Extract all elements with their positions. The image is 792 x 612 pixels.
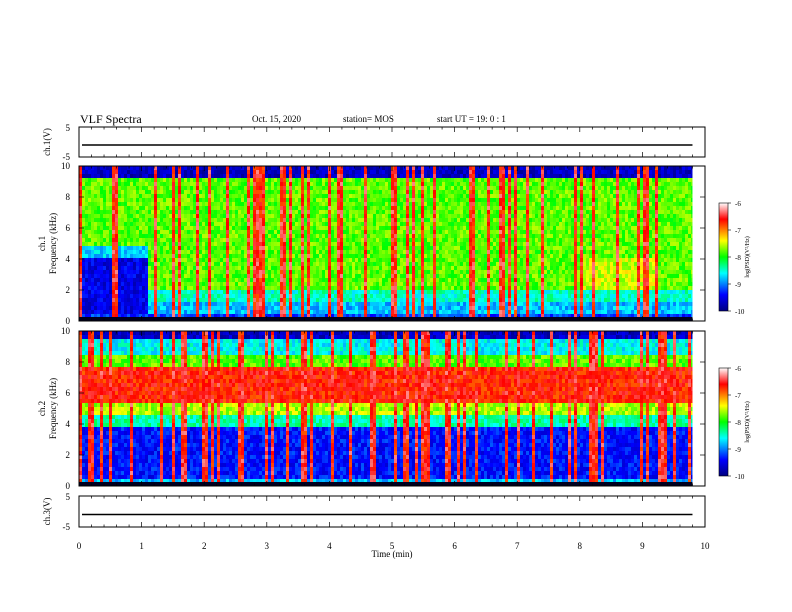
y-tick-label: 4 bbox=[66, 419, 71, 429]
x-tick-label: 6 bbox=[452, 541, 457, 551]
y-tick-label: 8 bbox=[66, 192, 71, 202]
colorbar-tick-label: -6 bbox=[735, 365, 741, 373]
x-tick-label: 3 bbox=[265, 541, 270, 551]
colorbar-tick-label: -7 bbox=[735, 392, 741, 400]
colorbar-tick-label: -8 bbox=[735, 254, 741, 262]
start-time-label: start UT = 19: 0 : 1 bbox=[437, 114, 506, 124]
colorbar-tick-label: -10 bbox=[735, 473, 745, 481]
y-tick-label: 10 bbox=[61, 161, 71, 171]
colorbar-label: log(PSD)(V²/Hz) bbox=[744, 236, 751, 277]
colorbar-tick-label: -9 bbox=[735, 446, 741, 454]
y-tick-label: 0 bbox=[66, 481, 71, 491]
colorbar-label: log(PSD)(V²/Hz) bbox=[744, 401, 751, 442]
colorbar-tick-label: -10 bbox=[735, 308, 745, 316]
x-tick-label: 0 bbox=[77, 541, 82, 551]
y-axis-label: ch.1(V) bbox=[42, 128, 52, 156]
y-tick-label: -5 bbox=[63, 152, 71, 162]
y-tick-label: 0 bbox=[66, 316, 71, 326]
x-tick-label: 1 bbox=[139, 541, 144, 551]
station-label: station= MOS bbox=[343, 114, 394, 124]
ch2-spectrogram-panel bbox=[79, 331, 705, 486]
y-tick-label: 5 bbox=[66, 492, 71, 502]
x-tick-label: 7 bbox=[515, 541, 520, 551]
x-tick-label: 8 bbox=[578, 541, 583, 551]
x-tick-label: 10 bbox=[701, 541, 711, 551]
y-tick-label: 5 bbox=[66, 123, 71, 133]
x-tick-label: 9 bbox=[640, 541, 645, 551]
colorbar-tick-label: -9 bbox=[735, 281, 741, 289]
y-tick-label: 2 bbox=[66, 285, 71, 295]
y-axis-label: ch.2 bbox=[37, 401, 47, 416]
x-tick-label: 4 bbox=[327, 541, 332, 551]
y-tick-label: 2 bbox=[66, 450, 71, 460]
colorbar-tick-label: -6 bbox=[735, 200, 741, 208]
colorbar-ch2 bbox=[718, 367, 729, 477]
chart-title: VLF Spectra bbox=[80, 112, 142, 126]
colorbar-ticks: -6 -7 -8 -9 -10 log(PSD)(V²/Hz) -6 -7 -8 -9 -10 log… bbox=[728, 200, 751, 481]
date-label: Oct. 15, 2020 bbox=[252, 114, 301, 124]
y-tick-label: 10 bbox=[61, 326, 71, 336]
y-axis-label: ch.3(V) bbox=[42, 498, 52, 526]
y-tick-label: -5 bbox=[63, 522, 71, 532]
colorbar-ch1 bbox=[718, 202, 729, 312]
y-tick-label: 6 bbox=[66, 388, 71, 398]
y-axis-label: Frequency (kHz) bbox=[48, 213, 58, 274]
y-axis-label: Frequency (kHz) bbox=[48, 378, 58, 439]
y-tick-label: 4 bbox=[66, 254, 71, 264]
x-tick-label: 5 bbox=[390, 541, 395, 551]
colorbar-tick-label: -8 bbox=[735, 419, 741, 427]
colorbar-tick-label: -7 bbox=[735, 227, 741, 235]
x-axis-label: Time (min) bbox=[372, 549, 413, 559]
y-tick-label: 6 bbox=[66, 223, 71, 233]
y-tick-label: 8 bbox=[66, 357, 71, 367]
x-tick-label: 2 bbox=[202, 541, 207, 551]
y-axis-label: ch.1 bbox=[37, 236, 47, 251]
ch1-spectrogram-panel bbox=[79, 166, 705, 321]
